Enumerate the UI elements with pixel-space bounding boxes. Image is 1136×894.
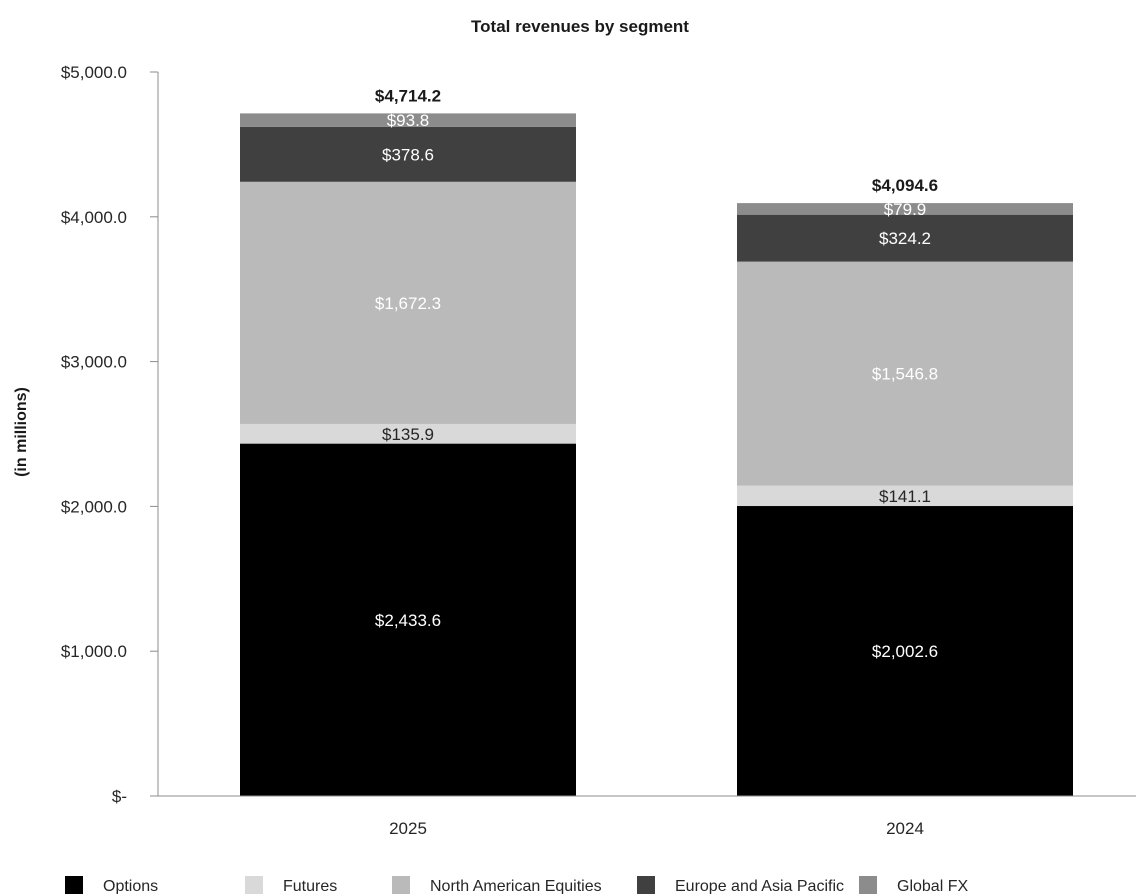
bar-segment-futures — [240, 423, 576, 444]
data-label: $135.9 — [382, 425, 434, 444]
bar-segment-europe-and-asia-pacific — [240, 126, 576, 182]
y-tick-label: $1,000.0 — [61, 642, 127, 661]
data-label: $79.9 — [884, 200, 927, 219]
bars: $2,433.6 $135.9 $1,672.3 $378.6 $93.8 $4,714.… — [240, 86, 1073, 796]
legend-label: North American Equities — [430, 878, 602, 894]
bar-segment-europe-and-asia-pacific — [737, 214, 1073, 262]
x-tick-label: 2024 — [886, 819, 924, 838]
legend-label: Global FX — [897, 878, 968, 894]
data-label: $324.2 — [879, 229, 931, 248]
y-tick-label: $- — [112, 787, 127, 806]
legend-label: Europe and Asia Pacific — [675, 878, 844, 894]
y-tick-label: $2,000.0 — [61, 497, 127, 516]
data-label: $2,433.6 — [375, 611, 441, 630]
y-tick-label: $5,000.0 — [61, 63, 127, 82]
bar-segment-global-fx — [737, 203, 1073, 215]
chart-title: Total revenues by segment — [471, 17, 689, 36]
bar-segment-options — [240, 443, 576, 796]
x-tick-label: 2025 — [389, 819, 427, 838]
data-label: $93.8 — [387, 111, 430, 130]
data-label: $1,546.8 — [872, 365, 938, 384]
legend-swatch — [859, 876, 877, 894]
total-label: $4,094.6 — [872, 176, 938, 195]
bar-segment-north-american-equities — [737, 261, 1073, 486]
data-label: $141.1 — [879, 487, 931, 506]
legend-swatch — [637, 876, 655, 894]
y-tick-label: $3,000.0 — [61, 353, 127, 372]
data-label: $2,002.6 — [872, 642, 938, 661]
bar-segment-futures — [737, 485, 1073, 507]
bar-segment-global-fx — [240, 113, 576, 127]
y-axis-label: (in millions) — [13, 387, 30, 477]
y-axis: $- $1,000.0 $2,000.0 $3,000.0 $4,000.0 $5,000… — [61, 63, 159, 806]
y-tick-label: $4,000.0 — [61, 208, 127, 227]
data-label: $378.6 — [382, 145, 434, 164]
legend-label: Options — [103, 878, 158, 894]
bar-segment-north-american-equities — [240, 181, 576, 424]
total-label: $4,714.2 — [375, 86, 441, 105]
x-axis: 2025 2024 — [158, 795, 1136, 838]
legend-swatch — [245, 876, 263, 894]
legend: Options Futures North American Equities Eur… — [65, 876, 968, 894]
legend-swatch — [392, 876, 410, 894]
legend-swatch — [65, 876, 83, 894]
legend-label: Futures — [283, 878, 337, 894]
bar-segment-options — [737, 506, 1073, 796]
data-label: $1,672.3 — [375, 294, 441, 313]
